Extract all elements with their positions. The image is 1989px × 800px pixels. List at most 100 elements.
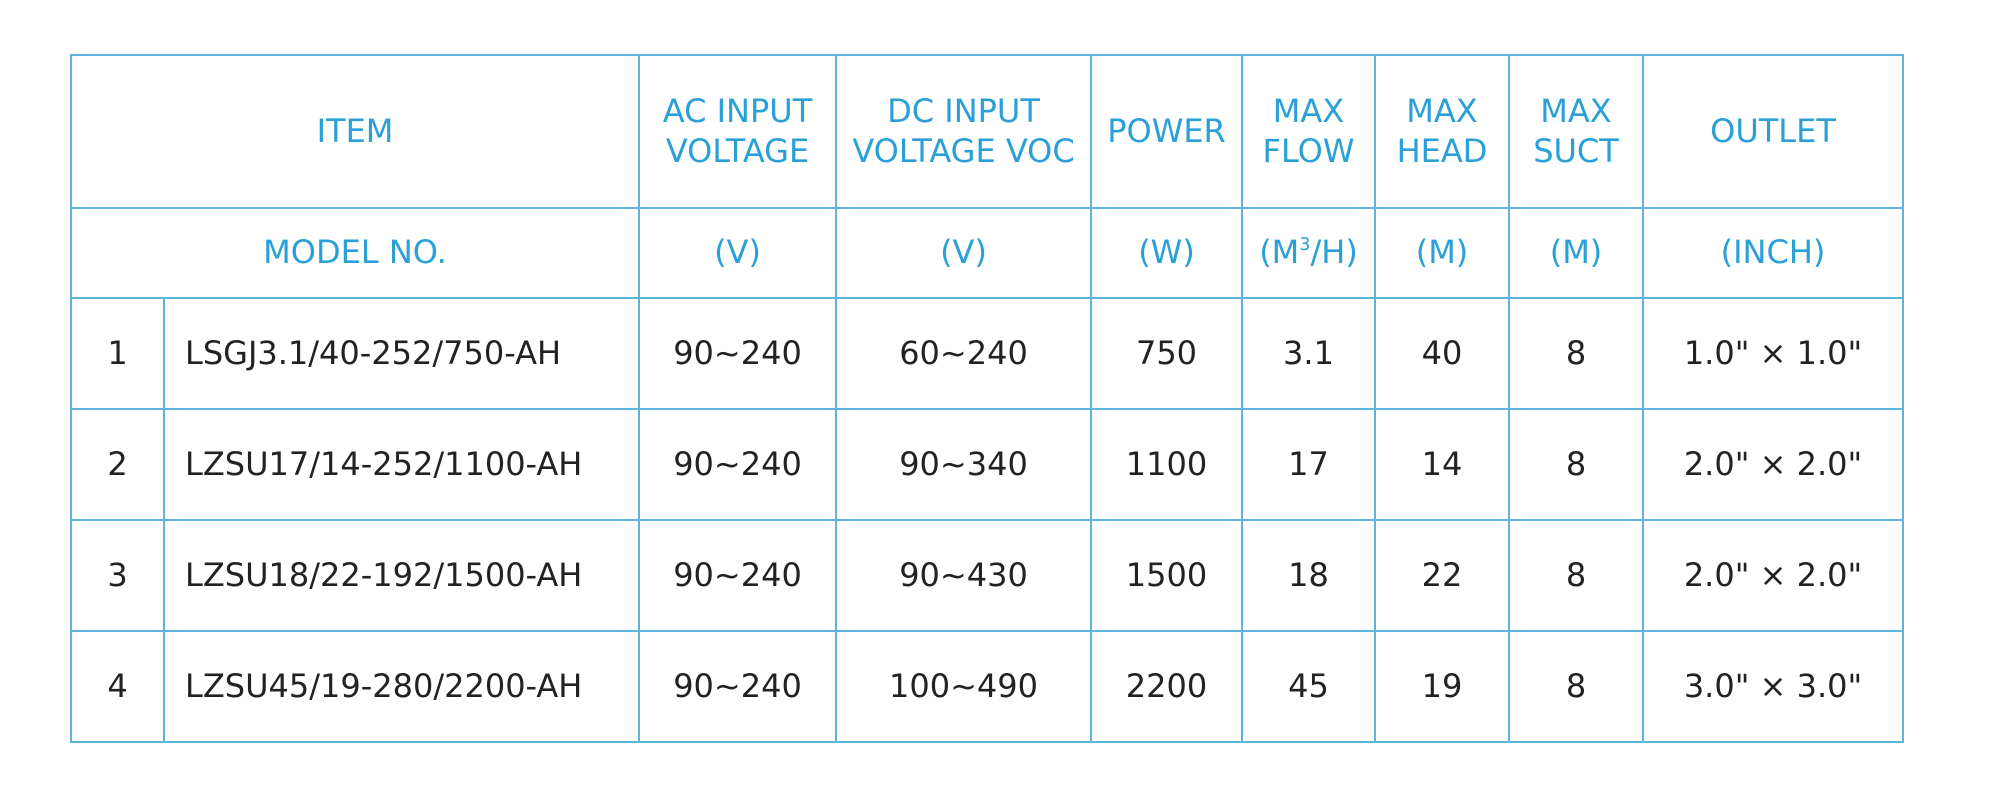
cell-text: 750 xyxy=(1135,333,1198,372)
header-text: HEAD xyxy=(1396,131,1488,170)
cell-text: 17 xyxy=(1288,444,1329,483)
cell-text: 1 xyxy=(107,333,128,372)
header-text: OUTLET xyxy=(1710,111,1836,150)
cell-text: 60~240 xyxy=(899,333,1028,372)
data-cell: 90~340 xyxy=(835,408,1092,521)
header-text: FLOW xyxy=(1262,131,1355,170)
cell-text: 90~240 xyxy=(673,666,802,705)
data-cell: 8 xyxy=(1508,630,1644,743)
cell-text: 100~490 xyxy=(889,666,1038,705)
data-cell: 45 xyxy=(1241,630,1376,743)
unit-text: (V) xyxy=(940,233,987,272)
data-cell: 40 xyxy=(1374,297,1510,410)
cell-text: 4 xyxy=(107,666,128,705)
data-cell: 1500 xyxy=(1090,519,1243,632)
data-cell: 90~240 xyxy=(638,408,837,521)
unit-cell: (INCH) xyxy=(1642,207,1904,299)
data-row: 1 LSGJ3.1/40-252/750-AH 90~240 60~240 750 3.1… xyxy=(70,297,1904,410)
data-cell: 1.0" × 1.0" xyxy=(1642,297,1904,410)
cell-text: 90~340 xyxy=(899,444,1028,483)
cell-text: 22 xyxy=(1421,555,1463,594)
cell-text: 2200 xyxy=(1125,666,1208,705)
data-cell: 8 xyxy=(1508,408,1644,521)
data-cell: 2 xyxy=(70,408,165,521)
cell-text: 8 xyxy=(1565,444,1587,483)
data-cell: 1 xyxy=(70,297,165,410)
cell-text: 8 xyxy=(1565,555,1587,594)
units-row: MODEL NO. (V) (V) (W) (M3/H) (M) (M) (INCH) xyxy=(70,207,1904,299)
header-cell: POWER xyxy=(1090,54,1243,209)
header-cell: MAX SUCT xyxy=(1508,54,1644,209)
header-text: DC INPUT xyxy=(887,92,1040,131)
header-cell: MAX HEAD xyxy=(1374,54,1510,209)
table-body: ITEM AC INPUT VOLTAGE DC INPUT VOLTAGE VOC PO… xyxy=(70,54,1904,743)
data-cell: 18 xyxy=(1241,519,1376,632)
cell-text: 8 xyxy=(1565,333,1587,372)
header-cell: AC INPUT VOLTAGE xyxy=(638,54,837,209)
data-cell: 17 xyxy=(1241,408,1376,521)
cell-text: 90~430 xyxy=(899,555,1028,594)
header-cell: MAX FLOW xyxy=(1241,54,1376,209)
data-cell: 2.0" × 2.0" xyxy=(1642,519,1904,632)
header-cell: DC INPUT VOLTAGE VOC xyxy=(835,54,1092,209)
unit-cell: (M) xyxy=(1508,207,1644,299)
cell-text: 14 xyxy=(1421,444,1463,483)
data-cell: 8 xyxy=(1508,519,1644,632)
cell-text: 19 xyxy=(1421,666,1463,705)
unit-cell: (M3/H) xyxy=(1241,207,1376,299)
unit-cell: (M) xyxy=(1374,207,1510,299)
data-cell: 3 xyxy=(70,519,165,632)
unit-superscript: 3 xyxy=(1299,235,1311,256)
cell-text: LZSU45/19-280/2200-AH xyxy=(185,666,583,705)
data-cell: 100~490 xyxy=(835,630,1092,743)
unit-text: /H) xyxy=(1310,233,1358,272)
model-cell: LZSU17/14-252/1100-AH xyxy=(163,408,640,521)
cell-text: 1100 xyxy=(1125,444,1208,483)
data-row: 4 LZSU45/19-280/2200-AH 90~240 100~490 2200 4… xyxy=(70,630,1904,743)
model-cell: LZSU45/19-280/2200-AH xyxy=(163,630,640,743)
unit-cell: (V) xyxy=(638,207,837,299)
unit-text: MODEL NO. xyxy=(263,233,447,272)
cell-text: 45 xyxy=(1288,666,1329,705)
header-text: VOLTAGE VOC xyxy=(852,131,1075,170)
unit-text: (INCH) xyxy=(1720,233,1826,272)
data-cell: 8 xyxy=(1508,297,1644,410)
data-row: 3 LZSU18/22-192/1500-AH 90~240 90~430 1500 18… xyxy=(70,519,1904,632)
cell-text: LZSU17/14-252/1100-AH xyxy=(185,444,583,483)
cell-text: 3.1 xyxy=(1283,333,1334,372)
unit-text: (M xyxy=(1259,233,1300,272)
data-cell: 14 xyxy=(1374,408,1510,521)
header-text: ITEM xyxy=(316,111,394,150)
data-cell: 22 xyxy=(1374,519,1510,632)
unit-text: (M) xyxy=(1415,233,1469,272)
cell-text: LZSU18/22-192/1500-AH xyxy=(185,555,583,594)
data-cell: 90~430 xyxy=(835,519,1092,632)
cell-text: 2.0" × 2.0" xyxy=(1683,444,1863,483)
unit-cell: (W) xyxy=(1090,207,1243,299)
data-cell: 1100 xyxy=(1090,408,1243,521)
cell-text: 1500 xyxy=(1125,555,1208,594)
header-text: VOLTAGE xyxy=(665,131,810,170)
cell-text: 2 xyxy=(107,444,128,483)
unit-cell: (V) xyxy=(835,207,1092,299)
data-cell: 60~240 xyxy=(835,297,1092,410)
data-row: 2 LZSU17/14-252/1100-AH 90~240 90~340 1100 17… xyxy=(70,408,1904,521)
cell-text: 3.0" × 3.0" xyxy=(1683,666,1863,705)
model-cell: LSGJ3.1/40-252/750-AH xyxy=(163,297,640,410)
cell-text: 90~240 xyxy=(673,444,802,483)
cell-text: 2.0" × 2.0" xyxy=(1683,555,1863,594)
header-text: AC INPUT xyxy=(662,92,813,131)
cell-text: 40 xyxy=(1421,333,1463,372)
header-cell: OUTLET xyxy=(1642,54,1904,209)
cell-text: 1.0" × 1.0" xyxy=(1683,333,1863,372)
unit-cell: MODEL NO. xyxy=(70,207,640,299)
cell-text: 90~240 xyxy=(673,555,802,594)
unit-text: (M) xyxy=(1549,233,1603,272)
header-text: MAX xyxy=(1406,92,1478,131)
cell-text: 8 xyxy=(1565,666,1587,705)
cell-text: 90~240 xyxy=(673,333,802,372)
data-cell: 750 xyxy=(1090,297,1243,410)
data-cell: 4 xyxy=(70,630,165,743)
header-text: POWER xyxy=(1107,111,1226,150)
data-cell: 90~240 xyxy=(638,297,837,410)
